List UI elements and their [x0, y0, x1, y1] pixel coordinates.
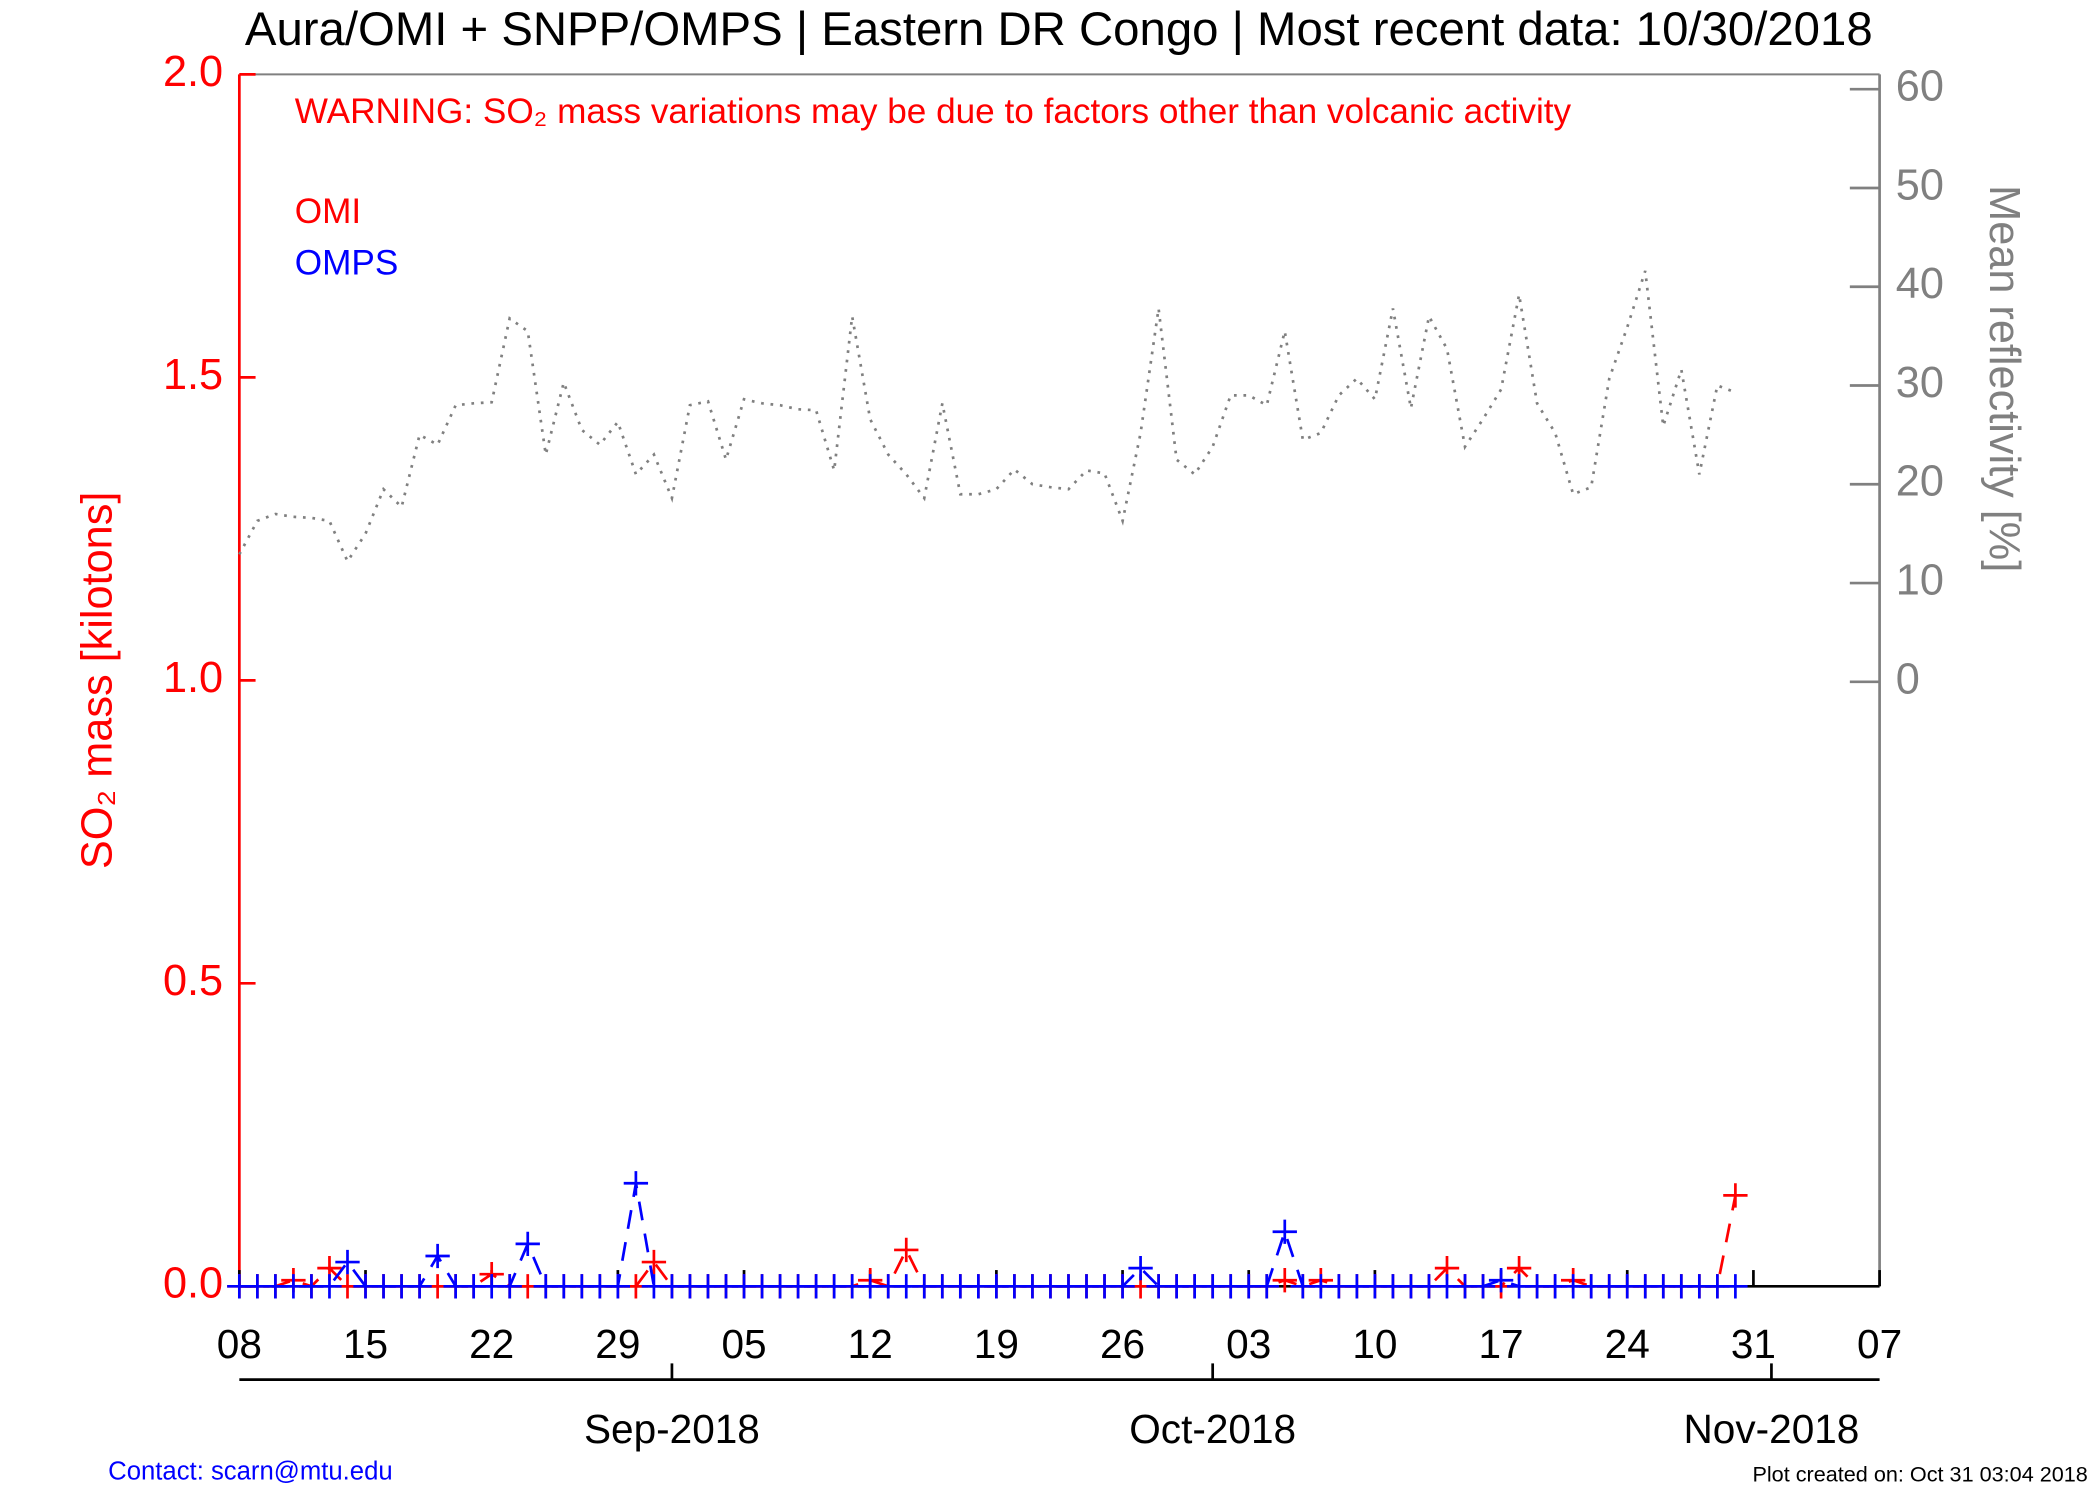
legend-entry: OMPS	[295, 243, 399, 282]
series-marker	[497, 1274, 522, 1299]
x-tick-label: 15	[343, 1321, 388, 1367]
x-tick-label: 24	[1605, 1321, 1650, 1367]
series-marker	[407, 1274, 432, 1299]
contact: Contact: scarn@mtu.edu	[108, 1458, 392, 1486]
y2-axis-label: Mean reflectivity [%]	[1980, 185, 2028, 572]
series-marker	[335, 1249, 360, 1275]
y2-tick-label: 60	[1896, 63, 1944, 111]
series-marker	[1470, 1274, 1496, 1299]
warning: WARNING: SO₂ mass variations may be due …	[295, 92, 1572, 131]
x-tick-label: 29	[595, 1321, 640, 1367]
x-tick-label: 05	[721, 1321, 766, 1367]
x-tick-label: 26	[1100, 1321, 1145, 1367]
series-line	[239, 1195, 1737, 1288]
series-marker	[1272, 1219, 1297, 1244]
x-tick-label: 08	[217, 1321, 262, 1367]
y-axis-label: SO₂ mass [kilotons]	[74, 492, 122, 870]
x-tick-label: 17	[1479, 1321, 1524, 1367]
series-marker	[1128, 1255, 1153, 1281]
y2-tick-label: 50	[1896, 161, 1944, 209]
series-marker	[1723, 1274, 1748, 1299]
x-tick-label: 22	[469, 1321, 514, 1367]
series-marker	[1723, 1183, 1748, 1208]
created-note: Plot created on: Oct 31 03:04 2018	[1752, 1461, 2087, 1486]
series-marker	[1110, 1274, 1135, 1299]
series-line	[238, 270, 1736, 565]
month-tick-label: Oct-2018	[1129, 1406, 1296, 1452]
y2-tick-label: 30	[1896, 359, 1944, 407]
month-tick-label: Nov-2018	[1684, 1406, 1860, 1452]
y2-tick-label: 10	[1896, 556, 1944, 604]
y2-tick-label: 40	[1896, 260, 1944, 308]
x-tick-label: 07	[1857, 1321, 1902, 1367]
series-marker	[317, 1274, 342, 1299]
series-marker	[515, 1231, 540, 1257]
series-marker	[623, 1171, 649, 1196]
series-marker	[425, 1243, 450, 1269]
series-marker	[894, 1237, 919, 1263]
series-marker	[1488, 1268, 1514, 1293]
series-marker	[605, 1274, 631, 1299]
series-line	[239, 1182, 1736, 1288]
x-tick-label: 12	[848, 1321, 893, 1367]
series-marker	[1272, 1268, 1297, 1293]
x-tick-label: 10	[1352, 1321, 1397, 1367]
y2-tick-label: 20	[1896, 458, 1944, 506]
y-tick-label: 1.0	[163, 654, 223, 702]
y-tick-label: 1.5	[163, 351, 223, 399]
chart-title: Aura/OMI + SNPP/OMPS | Eastern DR Congo …	[245, 3, 1873, 56]
y-tick-label: 0.5	[163, 957, 223, 1005]
y-tick-label: 2.0	[163, 48, 223, 96]
x-tick-label: 03	[1226, 1321, 1271, 1367]
x-tick-label: 19	[974, 1321, 1019, 1367]
series-marker	[1254, 1274, 1279, 1299]
month-tick-label: Sep-2018	[584, 1406, 760, 1452]
x-tick-label: 31	[1731, 1321, 1776, 1367]
y-tick-label: 0.0	[163, 1260, 223, 1308]
legend-entry: OMI	[295, 192, 361, 231]
y2-tick-label: 0	[1896, 655, 1920, 703]
series-marker	[641, 1249, 667, 1275]
